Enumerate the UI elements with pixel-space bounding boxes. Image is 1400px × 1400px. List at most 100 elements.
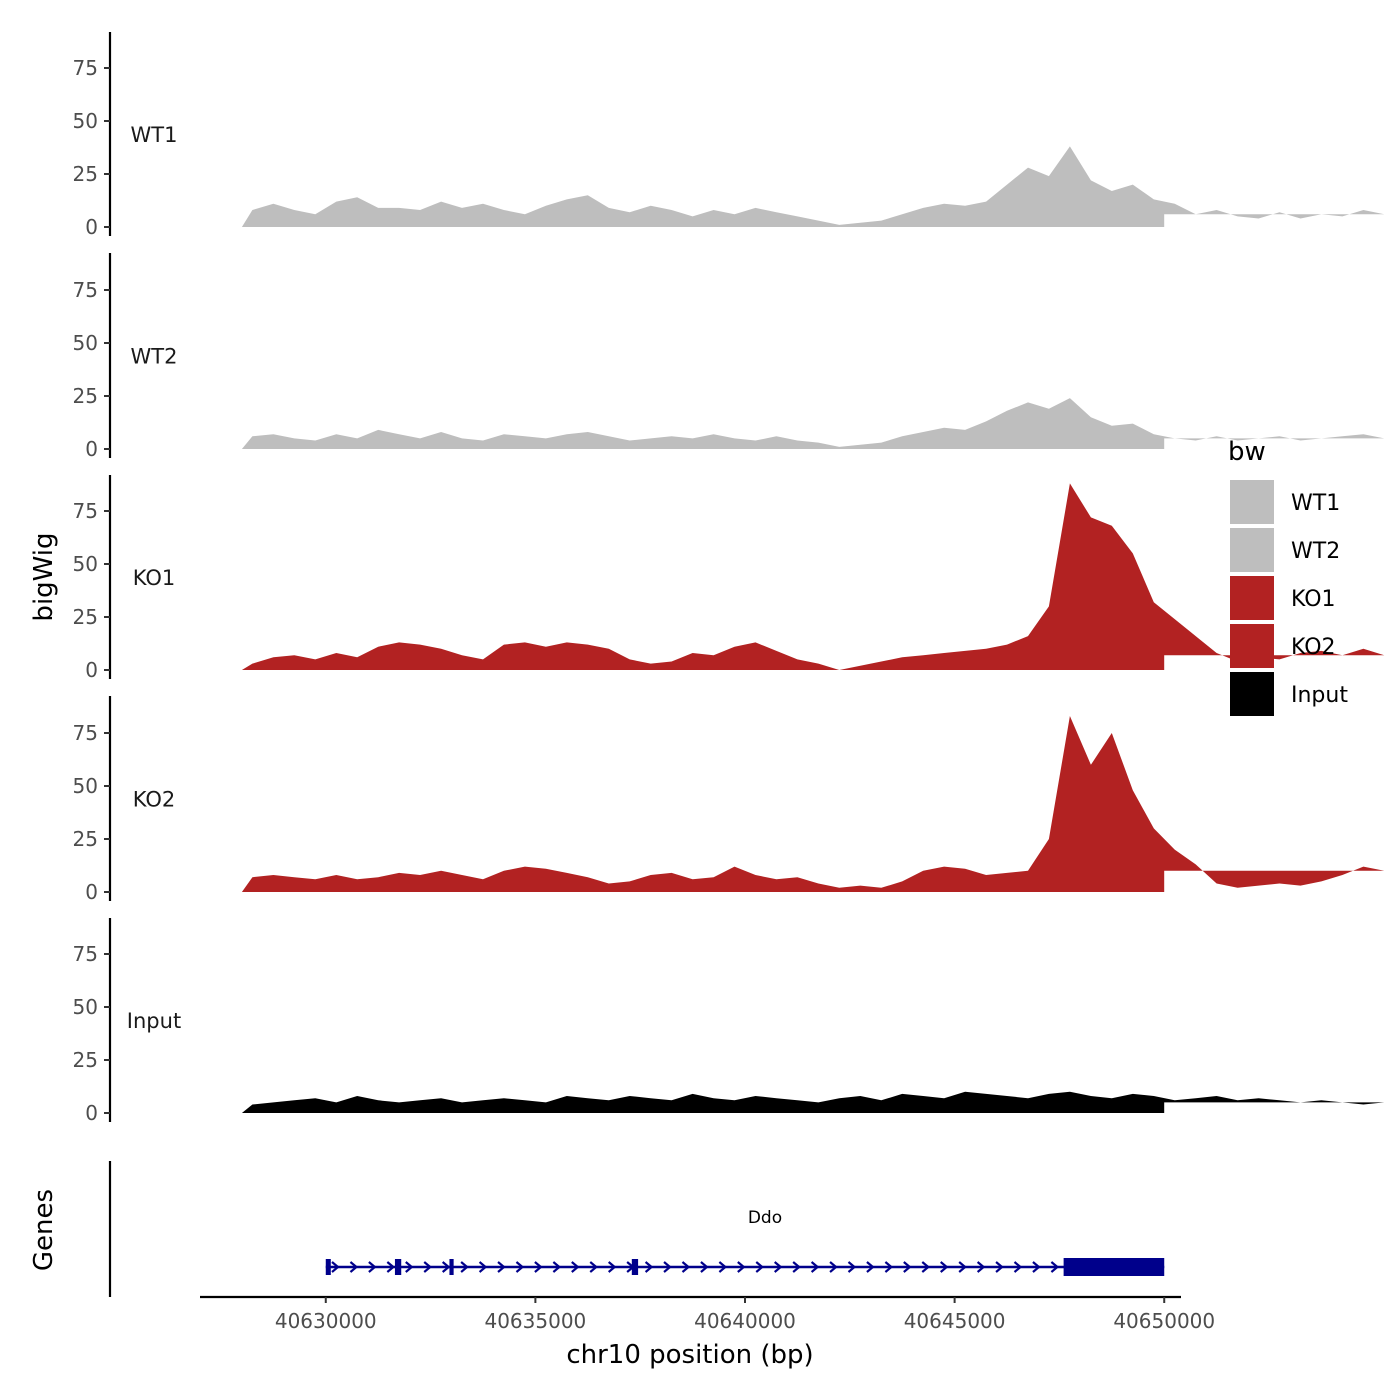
y-axes: 0 25 50 75 WT1 0 25 50 75 WT2 0 25 50 75 KO1 0 25 50 75 KO2… bbox=[73, 32, 181, 1125]
legend-key-wt1 bbox=[1230, 480, 1274, 524]
gene-strand-chevron bbox=[663, 1261, 672, 1273]
gene-strand-chevron bbox=[478, 1261, 488, 1273]
y-tick-label: 0 bbox=[85, 1101, 98, 1125]
gene-strand-chevron bbox=[995, 1261, 1004, 1273]
gene-strand-chevron bbox=[958, 1261, 967, 1273]
x-axis-title: chr10 position (bp) bbox=[566, 1340, 813, 1370]
gene-strand-chevron bbox=[903, 1261, 912, 1273]
area-input bbox=[241, 1091, 1385, 1113]
area-wt2 bbox=[241, 398, 1385, 449]
legend-label-ko2: KO2 bbox=[1291, 635, 1336, 660]
y-tick-label: 75 bbox=[73, 499, 98, 523]
x-tick-label: 40645000 bbox=[904, 1309, 1006, 1333]
y-tick-label: 0 bbox=[85, 880, 98, 904]
gene-strand-chevron bbox=[368, 1261, 377, 1273]
y-axis-title: bigWig bbox=[29, 532, 59, 621]
gene-strand-chevron bbox=[607, 1261, 617, 1273]
x-tick-label: 40630000 bbox=[275, 1309, 377, 1333]
gene-strand-chevron bbox=[940, 1261, 949, 1273]
legend-key-input bbox=[1230, 672, 1274, 716]
y-tick-label: 50 bbox=[73, 552, 98, 576]
gene-strand-chevron bbox=[460, 1261, 469, 1273]
legend-key-wt2 bbox=[1230, 528, 1274, 572]
y-tick-label: 0 bbox=[85, 437, 98, 461]
y-tick-label: 25 bbox=[73, 827, 98, 851]
genes-track-label: Genes bbox=[29, 1189, 59, 1271]
gene-strand-chevron bbox=[552, 1261, 562, 1273]
gene-strand-chevron bbox=[847, 1261, 857, 1273]
gene-strand-chevron bbox=[423, 1261, 432, 1273]
y-tick-label: 75 bbox=[73, 721, 98, 745]
x-axis: 40630000 40635000 40640000 40645000 40650000 bbox=[200, 1295, 1215, 1333]
y-tick-label: 50 bbox=[73, 109, 98, 133]
legend: WT1 WT2 KO1 KO2 Input bbox=[1230, 480, 1348, 716]
coverage-areas bbox=[241, 146, 1385, 1113]
gene-strand-chevron bbox=[884, 1261, 894, 1273]
gene-name-label: Ddo bbox=[748, 1208, 782, 1228]
track-label-wt2: WT2 bbox=[131, 345, 178, 369]
legend-label-input: Input bbox=[1291, 683, 1348, 708]
area-ko1 bbox=[241, 483, 1385, 670]
y-tick-label: 25 bbox=[73, 1048, 98, 1072]
track-label-ko2: KO2 bbox=[133, 788, 176, 812]
gene-strand-chevron bbox=[1032, 1261, 1041, 1273]
gene-exon bbox=[1063, 1258, 1165, 1276]
gene-strand-chevron bbox=[349, 1261, 359, 1273]
gene-exon bbox=[394, 1259, 402, 1275]
y-tick-label: 0 bbox=[85, 658, 98, 682]
y-tick-label: 75 bbox=[73, 942, 98, 966]
y-tick-label: 50 bbox=[73, 995, 98, 1019]
gene-strand-chevron bbox=[534, 1261, 543, 1273]
legend-key-ko2 bbox=[1230, 624, 1274, 668]
gene-strand-chevron bbox=[866, 1261, 875, 1273]
gene-strand-chevron bbox=[718, 1261, 728, 1273]
track-label-input: Input bbox=[127, 1009, 181, 1033]
gene-strand-chevron bbox=[331, 1261, 340, 1273]
gene-strand-chevron bbox=[441, 1261, 451, 1273]
legend-label-wt2: WT2 bbox=[1291, 539, 1340, 564]
gene-strand-chevron bbox=[1050, 1261, 1060, 1273]
gene-strand-chevron bbox=[681, 1261, 691, 1273]
y-tick-label: 0 bbox=[85, 215, 98, 239]
gene-strand-chevron bbox=[773, 1261, 783, 1273]
y-tick-label: 50 bbox=[73, 331, 98, 355]
gene-strand-chevron bbox=[976, 1261, 986, 1273]
gene-strand-chevron bbox=[497, 1261, 506, 1273]
x-tick-label: 40640000 bbox=[694, 1309, 796, 1333]
gene-strand-chevron bbox=[515, 1261, 525, 1273]
gene-strand-chevron bbox=[810, 1261, 820, 1273]
legend-label-wt1: WT1 bbox=[1291, 491, 1340, 516]
y-tick-label: 25 bbox=[73, 605, 98, 629]
genes-track: Ddo bbox=[108, 1161, 1165, 1297]
gene-strand-chevron bbox=[386, 1261, 396, 1273]
gene-strand-chevron bbox=[921, 1261, 930, 1273]
legend-label-ko1: KO1 bbox=[1291, 587, 1336, 612]
area-wt1 bbox=[241, 146, 1385, 227]
y-tick-label: 25 bbox=[73, 162, 98, 186]
y-tick-label: 25 bbox=[73, 384, 98, 408]
gene-exon bbox=[325, 1259, 331, 1275]
y-tick-label: 50 bbox=[73, 774, 98, 798]
gene-strand-chevron bbox=[829, 1261, 838, 1273]
gene-strand-chevron bbox=[571, 1261, 580, 1273]
gene-strand-chevron bbox=[792, 1261, 801, 1273]
area-ko2 bbox=[241, 716, 1385, 892]
legend-key-ko1 bbox=[1230, 576, 1274, 620]
gene-strand-chevron bbox=[755, 1261, 764, 1273]
track-label-wt1: WT1 bbox=[131, 123, 178, 147]
gene-strand-chevron bbox=[1013, 1261, 1023, 1273]
y-tick-label: 75 bbox=[73, 56, 98, 80]
legend-title: bw bbox=[1228, 437, 1266, 467]
gene-strand-chevron bbox=[700, 1261, 709, 1273]
x-tick-label: 40650000 bbox=[1113, 1309, 1215, 1333]
gene-strand-chevron bbox=[644, 1261, 654, 1273]
gene-strand-chevron bbox=[405, 1261, 414, 1273]
gene-exon bbox=[449, 1259, 454, 1275]
x-tick-label: 40635000 bbox=[484, 1309, 586, 1333]
gene-strand-chevron bbox=[589, 1261, 598, 1273]
y-tick-label: 75 bbox=[73, 278, 98, 302]
gene-strand-chevron bbox=[737, 1261, 746, 1273]
track-label-ko1: KO1 bbox=[133, 566, 176, 590]
gene-exon bbox=[631, 1259, 639, 1275]
